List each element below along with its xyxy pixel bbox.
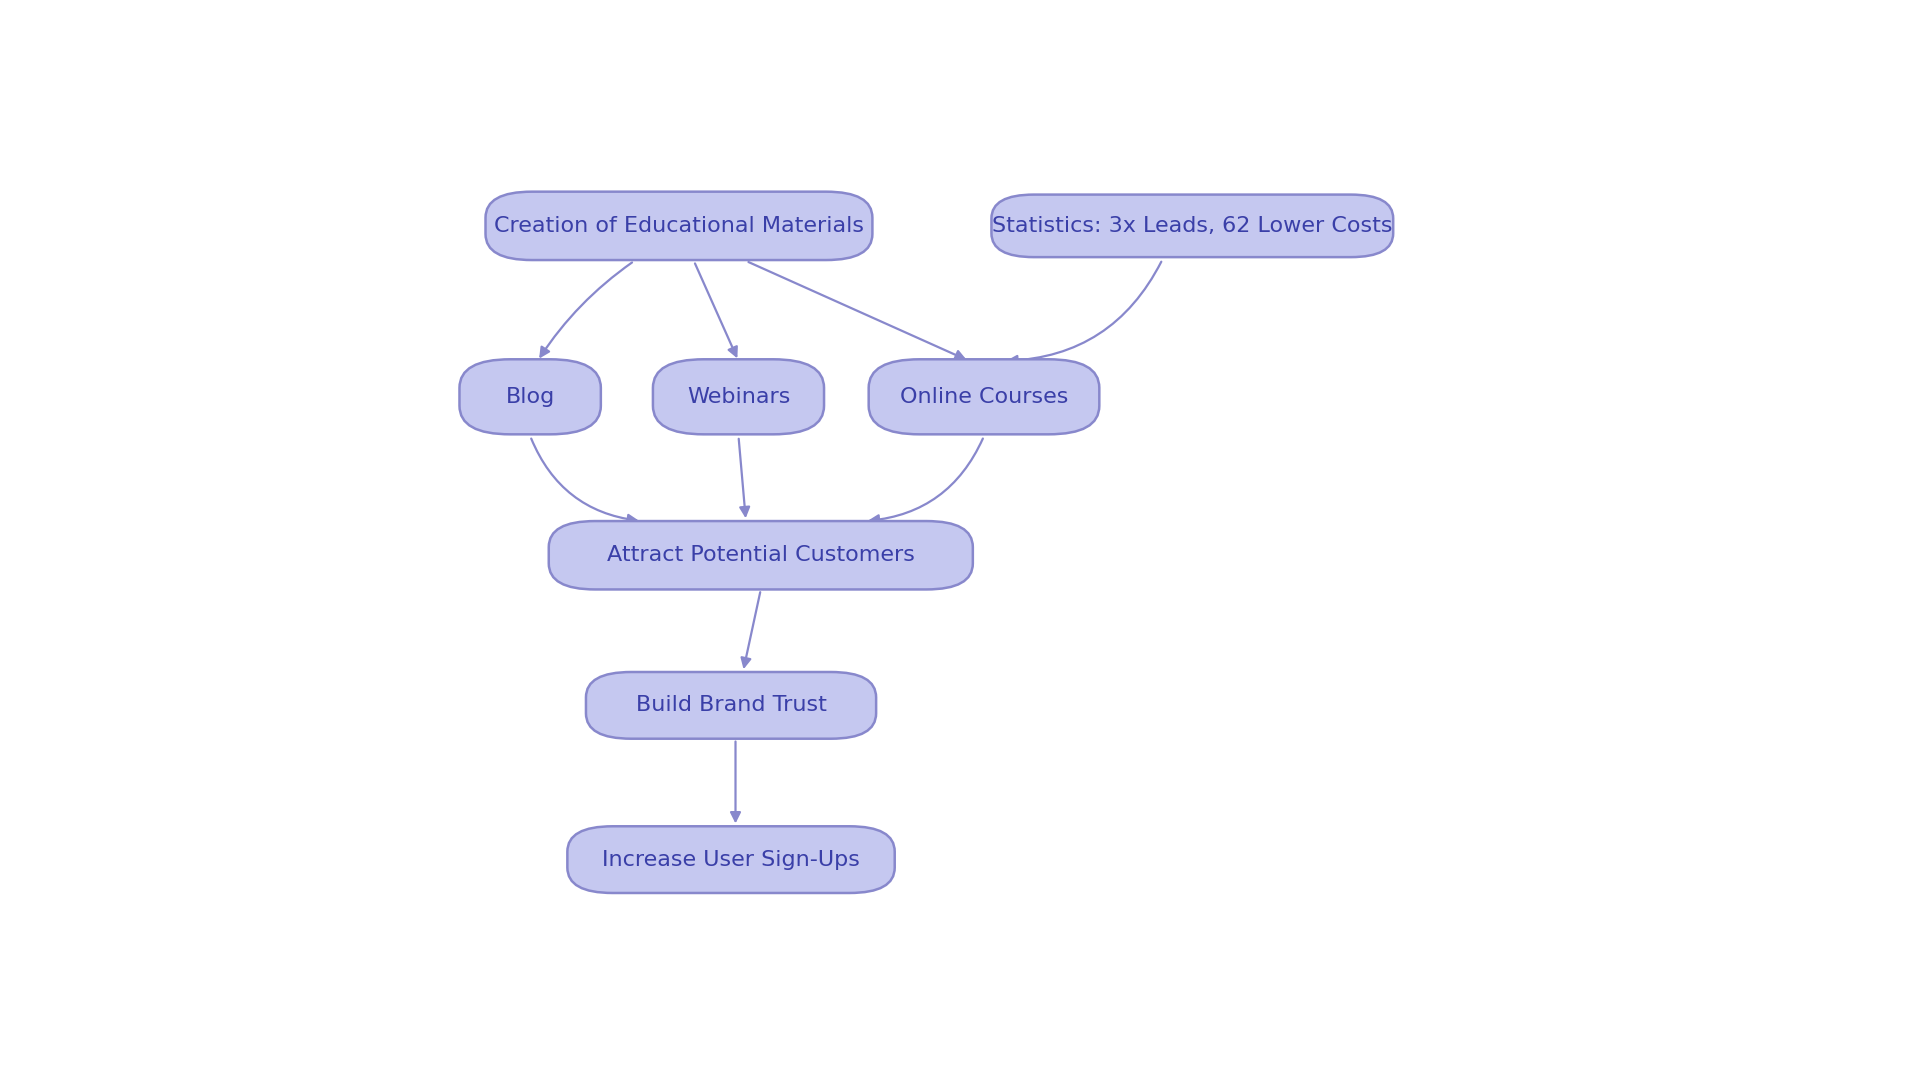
Text: Webinars: Webinars [687, 387, 791, 407]
Text: Blog: Blog [505, 387, 555, 407]
FancyBboxPatch shape [653, 360, 824, 434]
Text: Creation of Educational Materials: Creation of Educational Materials [493, 216, 864, 236]
Text: Increase User Sign-Ups: Increase User Sign-Ups [603, 850, 860, 870]
Text: Build Brand Trust: Build Brand Trust [636, 695, 826, 716]
FancyBboxPatch shape [549, 521, 973, 589]
FancyBboxPatch shape [568, 826, 895, 893]
FancyBboxPatch shape [586, 671, 876, 739]
Text: Online Courses: Online Courses [900, 387, 1068, 407]
Text: Statistics: 3x Leads, 62 Lower Costs: Statistics: 3x Leads, 62 Lower Costs [993, 216, 1392, 236]
FancyBboxPatch shape [486, 192, 872, 260]
FancyBboxPatch shape [991, 195, 1394, 257]
Text: Attract Potential Customers: Attract Potential Customers [607, 545, 914, 565]
FancyBboxPatch shape [868, 360, 1100, 434]
FancyBboxPatch shape [459, 360, 601, 434]
